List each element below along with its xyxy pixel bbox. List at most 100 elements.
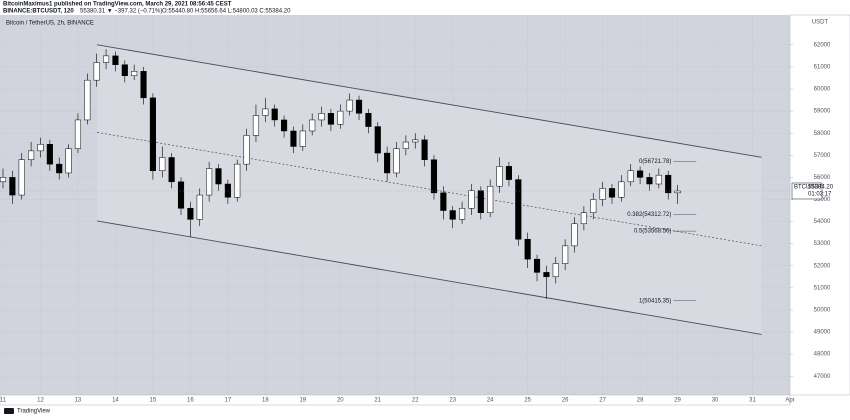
candle-body	[674, 190, 681, 194]
candle-body	[168, 157, 175, 183]
y-tick-label: 60000	[814, 87, 831, 93]
candle-body	[131, 71, 138, 77]
candle-body	[149, 97, 156, 172]
x-tick-label: 11	[0, 398, 7, 404]
candle-body	[477, 190, 484, 213]
candle-body	[18, 159, 25, 196]
candle-body	[262, 108, 269, 116]
candle-body	[524, 238, 531, 260]
x-tick-label: 22	[412, 398, 419, 404]
x-tick-label: 25	[524, 398, 531, 404]
candle-body	[337, 110, 344, 125]
y-tick-label: 56000	[814, 175, 831, 181]
candle-body	[46, 143, 53, 165]
candle-body	[496, 166, 503, 187]
candle-body	[627, 170, 634, 183]
y-tick-label: 51000	[814, 285, 831, 291]
candle-body	[224, 183, 231, 198]
candle-body	[299, 130, 306, 147]
x-tick-label: 19	[299, 398, 306, 404]
candle-body	[487, 185, 494, 213]
candle-body	[74, 119, 82, 149]
candle-body	[0, 177, 7, 183]
candle-body	[655, 174, 662, 185]
x-tick-label: Apr	[785, 398, 794, 404]
legend: Bitcoin / TetherUS, 2h, BINANCE	[6, 21, 94, 27]
candle-body	[365, 113, 372, 127]
candle-body	[327, 113, 334, 125]
y-tick-label: 62000	[814, 42, 831, 48]
x-tick-label: 15	[150, 398, 157, 404]
candle-body	[421, 139, 428, 160]
candle-body	[646, 177, 653, 185]
channel-lower	[96, 220, 762, 335]
candle-body	[533, 258, 541, 273]
y-tick-label: 50000	[814, 308, 831, 314]
y-tick-label: 54000	[814, 219, 831, 225]
fib-label: 0.382(54312.72)	[627, 212, 671, 218]
candle-body	[28, 150, 35, 160]
x-tick-label: 20	[337, 398, 344, 404]
x-tick-label: 12	[37, 398, 44, 404]
price-tag-last: 55384.20	[808, 185, 834, 191]
candle-body	[346, 99, 353, 112]
price-axis	[789, 14, 850, 396]
candle-body	[618, 181, 625, 198]
x-tick-label: 26	[562, 398, 569, 404]
candle-body	[384, 152, 391, 174]
candle-body	[468, 190, 475, 209]
x-tick-label: 28	[637, 398, 644, 404]
x-tick-label: 31	[749, 398, 756, 404]
candle-body	[608, 188, 616, 198]
candle-body	[590, 199, 597, 213]
symbol-line: BINANCE:BTCUSDT, 120	[3, 9, 74, 15]
candle-body	[543, 272, 550, 278]
x-tick-label: 21	[374, 398, 381, 404]
y-tick-label: 49000	[814, 330, 831, 336]
x-tick-label: 17	[225, 398, 232, 404]
candle-body	[309, 119, 316, 132]
candle-body	[637, 170, 644, 178]
y-tick-label: 55000	[814, 197, 831, 203]
y-tick-label: 47000	[814, 374, 831, 380]
footer-brand: TradingView	[17, 409, 51, 415]
y-tick-label: 57000	[814, 153, 831, 159]
candle-body	[449, 210, 456, 220]
y-tick-label: 52000	[814, 263, 831, 269]
candle-body	[412, 139, 419, 143]
y-tick-label: 59000	[814, 109, 831, 115]
x-tick-label: 27	[599, 398, 606, 404]
candle-body	[252, 115, 260, 136]
candle-body	[430, 159, 438, 194]
candle-body	[374, 126, 381, 154]
candle-body	[196, 194, 203, 220]
candle-body	[355, 99, 363, 114]
candle-body	[571, 223, 578, 247]
candle-body	[515, 179, 522, 240]
candle-body	[37, 143, 44, 152]
fib-label: 0(56721.78)	[639, 159, 671, 165]
candle-body	[9, 177, 16, 196]
candle-body	[65, 148, 72, 174]
candle-body	[393, 148, 400, 174]
channel-fill	[97, 44, 762, 335]
candle-body	[402, 141, 409, 149]
candle-body	[552, 263, 559, 278]
candle-body	[112, 55, 119, 65]
fib-label: 1(50415.35)	[639, 298, 671, 304]
candle-body	[562, 245, 569, 264]
x-tick-label: 14	[112, 398, 119, 404]
candle-body	[665, 174, 672, 194]
candle-body	[121, 64, 128, 77]
candle-body	[580, 212, 587, 225]
candle-body	[84, 79, 91, 121]
y-tick-label: 61000	[814, 64, 831, 70]
x-tick-label: 24	[487, 398, 494, 404]
candle-body	[281, 119, 288, 132]
y-tick-label: 53000	[814, 241, 831, 247]
candle-body	[234, 163, 241, 198]
y-tick-label: 58000	[814, 131, 831, 137]
price-tag-symbol: BTCUSDT	[794, 185, 823, 191]
footer-logo: TradingView	[4, 408, 51, 415]
